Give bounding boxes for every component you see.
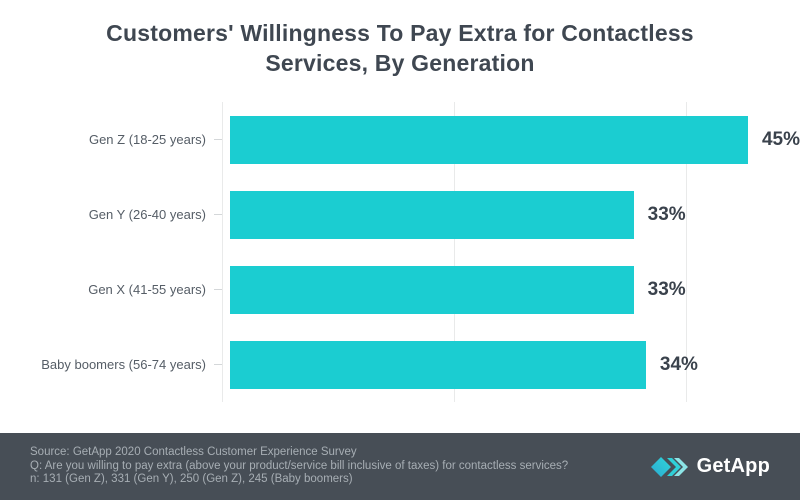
bar-Gen Y (26-40 years) [230,190,634,239]
footer-source-line: Source: GetApp 2020 Contactless Customer… [30,446,357,459]
axis-tick [214,214,222,215]
value-label: 45% [761,128,800,150]
logo-chevron-1 [666,457,681,476]
bar-Baby boomers (56-74 years) [230,340,646,389]
category-label: Gen Y (26-40 years) [88,206,206,222]
category-label: Baby boomers (56-74 years) [41,356,206,372]
getapp-logo: GetApp [650,454,770,480]
chart-row: Gen X (41-55 years) 33% [0,252,800,327]
bar-track: 45% [230,115,800,164]
footer-question-line: Q: Are you willing to pay extra (above y… [30,459,569,472]
category-label: Gen Z (18-25 years) [88,131,206,147]
footer-source-block: Source: GetApp 2020 Contactless Customer… [30,446,568,487]
chart-title-line1: Customers' Willingness To Pay Extra for … [106,20,694,46]
chart-row: Gen Z (18-25 years) 45% [0,102,800,177]
axis-tick [214,139,222,140]
axis-tick [214,289,222,290]
category-label: Gen X (41-55 years) [88,281,206,297]
chart-title-line2: Services, By Generation [265,50,535,76]
bar-track: 34% [230,340,800,389]
logo-chevron-2 [673,457,688,476]
logo-diamond [650,456,671,477]
chart-title: Customers' Willingness To Pay Extra for … [0,18,800,78]
bar-track: 33% [230,265,800,314]
bar-track: 33% [230,190,800,239]
footer: Source: GetApp 2020 Contactless Customer… [0,433,800,500]
value-label: 33% [647,203,686,225]
gridline-20 [453,102,455,402]
bar-chart: Gen Z (18-25 years) 45% Gen Y (26-40 years… [0,102,800,402]
getapp-logo-icon [650,456,688,477]
getapp-logo-text: GetApp [696,455,770,477]
value-label: 34% [659,353,698,375]
plot-gridlines [222,102,762,402]
chart-row: Baby boomers (56-74 years) 34% [0,327,800,402]
bar-Gen X (41-55 years) [230,265,634,314]
footer-sample-line: n: 131 (Gen Z), 331 (Gen Y), 250 (Gen Z)… [30,473,353,486]
bar-Gen Z (18-25 years) [230,115,748,164]
gridline-40 [685,102,687,402]
axis-tick [214,364,222,365]
chart-row: Gen Y (26-40 years) 33% [0,177,800,252]
value-label: 33% [647,278,686,300]
gridline-0 [222,102,223,402]
chart-rows: Gen Z (18-25 years) 45% Gen Y (26-40 years… [0,102,800,402]
